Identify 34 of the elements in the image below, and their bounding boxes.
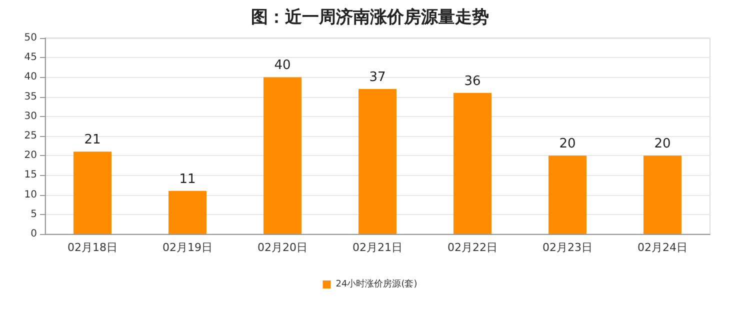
x-tick-label: 02月24日 <box>638 241 688 254</box>
y-tick-label: 20 <box>24 150 37 162</box>
y-tick-label: 0 <box>30 228 37 240</box>
y-tick-label: 35 <box>24 91 37 102</box>
data-label: 11 <box>179 172 196 187</box>
data-label: 40 <box>274 58 291 74</box>
y-tick-label: 5 <box>30 208 37 220</box>
x-tick-label: 02月20日 <box>258 241 308 254</box>
bar <box>454 92 492 234</box>
bar <box>74 152 112 234</box>
y-tick-label: 10 <box>24 189 37 200</box>
data-label: 21 <box>84 132 101 148</box>
legend-label: 24小时涨价房源(套) <box>336 278 418 290</box>
bar <box>264 77 302 234</box>
bar <box>644 156 682 234</box>
y-tick-label: 25 <box>24 130 37 142</box>
data-label: 37 <box>369 70 386 85</box>
x-tick-label: 02月18日 <box>68 241 118 254</box>
y-tick-label: 50 <box>24 32 37 44</box>
x-tick-label: 02月19日 <box>162 241 212 254</box>
data-label: 20 <box>559 136 576 152</box>
chart-title: 图：近一周济南涨价房源量走势 <box>251 8 489 28</box>
bar <box>548 156 586 234</box>
y-tick-label: 40 <box>24 72 37 83</box>
x-tick-label: 02月21日 <box>352 241 402 254</box>
y-tick-label: 15 <box>24 170 37 181</box>
y-tick-label: 45 <box>24 52 37 64</box>
y-tick-label: 30 <box>24 110 37 122</box>
x-tick-label: 02月23日 <box>542 241 592 254</box>
bar <box>168 190 206 234</box>
data-label: 36 <box>464 74 481 89</box>
bar <box>358 88 396 234</box>
data-label: 20 <box>654 136 671 152</box>
x-tick-label: 02月22日 <box>448 241 498 254</box>
